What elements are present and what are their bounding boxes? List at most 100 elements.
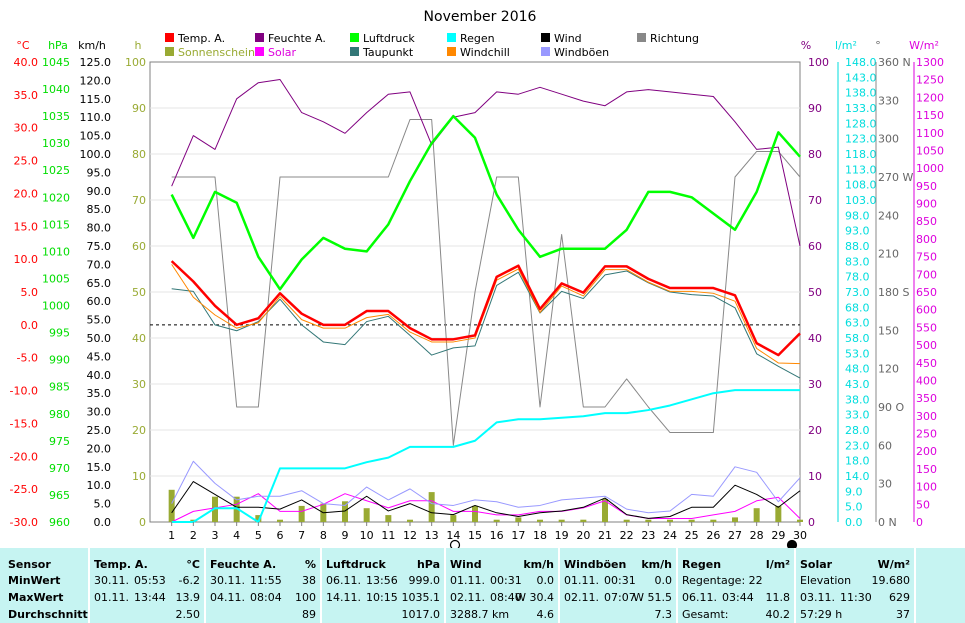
sunshine-bar-7	[298, 505, 305, 522]
tick-rain-26: 18.0	[845, 455, 870, 468]
sunshine-bar-29	[775, 505, 782, 522]
tick-direction-11: 30	[878, 478, 892, 491]
solar-title: Solar	[800, 558, 833, 571]
solar-duration: 57:29 h	[800, 608, 843, 621]
druck-min-time: 13:56	[366, 574, 398, 587]
x-label-20: 20	[576, 529, 590, 542]
feuchte-max-time: 08:04	[250, 591, 282, 604]
wind-min-value: 0.0	[536, 574, 555, 587]
boeen-avg-value: 7.3	[654, 608, 673, 621]
tick-humidity-1: 90	[808, 102, 822, 115]
tick-rain-2: 138.0	[845, 87, 877, 100]
tick-solar-20: 300	[916, 410, 937, 423]
series-lines	[170, 78, 801, 523]
tick-speed-11: 70.0	[87, 258, 112, 271]
wind-min-date: 01.11.	[450, 574, 485, 587]
weather-chart: November 2016 Temp. A.Sonnenschein Feucht…	[10, 9, 944, 548]
feuchte-unit: %	[304, 558, 316, 571]
tick-speed-16: 45.0	[87, 350, 112, 363]
temp-unit: °C	[186, 558, 200, 571]
sunshine-bar-27	[732, 517, 738, 522]
tick-rain-22: 38.0	[845, 393, 870, 406]
boeen-max-time: 07:07	[604, 591, 636, 604]
tick-speed-25: 0.0	[94, 516, 112, 529]
x-label-30: 30	[793, 529, 807, 542]
tick-solar-7: 950	[916, 180, 937, 193]
feuchte-max-value: 100	[295, 591, 316, 604]
boeen-min-value: 0.0	[654, 574, 673, 587]
tick-pressure-9: 1000	[42, 300, 70, 313]
chart-title: November 2016	[424, 9, 537, 25]
tick-rain-5: 123.0	[845, 133, 877, 146]
legend-label-10: Richtung	[650, 32, 699, 45]
tick-rain-11: 93.0	[845, 225, 870, 238]
x-label-25: 25	[685, 529, 699, 542]
x-label-26: 26	[706, 529, 720, 542]
tick-temp-0: 40.0	[14, 56, 39, 69]
boeen-title: Windböen	[564, 558, 627, 571]
tick-speed-10: 75.0	[87, 240, 112, 253]
legend-label-7: Windchill	[460, 46, 510, 59]
feuchte-avg-value: 89	[302, 608, 316, 621]
tick-temp-4: 20.0	[14, 187, 39, 200]
tick-rain-12: 88.0	[845, 240, 870, 253]
boeen-max-value: W 51.5	[633, 591, 672, 604]
boeen-min-date: 01.11.	[564, 574, 599, 587]
legend-swatch-3	[255, 47, 264, 56]
tick-rain-9: 103.0	[845, 194, 877, 207]
tick-pressure-0: 1045	[42, 56, 70, 69]
tick-sunshine-0: 100	[125, 56, 146, 69]
tick-solar-13: 650	[916, 286, 937, 299]
tick-rain-19: 53.0	[845, 347, 870, 360]
x-label-10: 10	[360, 529, 374, 542]
tick-solar-25: 50	[916, 498, 930, 511]
boeen-max-date: 02.11.	[564, 591, 599, 604]
legend-label-9: Windböen	[554, 46, 609, 59]
series-line-feuchte-a-	[171, 78, 801, 247]
tick-solar-4: 1100	[916, 127, 944, 140]
tick-direction-12: 0 N	[878, 516, 897, 529]
tick-temp-13: -25.0	[10, 483, 38, 496]
tick-temp-6: 10.0	[14, 253, 39, 266]
sunshine-bar-30	[797, 519, 803, 522]
tick-humidity-4: 60	[808, 240, 822, 253]
durchschnitt-label: Durchschnitt	[8, 608, 88, 621]
regen-max-date: 06.11.	[682, 591, 717, 604]
tick-rain-4: 128.0	[845, 117, 877, 130]
tick-solar-12: 700	[916, 268, 937, 281]
series-line-wind	[171, 481, 801, 519]
solar-max-time: 11:30	[840, 591, 872, 604]
x-label-14: 14	[446, 529, 460, 542]
wind-min-time: 00:31	[490, 574, 522, 587]
tick-solar-22: 200	[916, 445, 937, 458]
sunshine-bar-16	[493, 519, 500, 522]
tick-speed-4: 105.0	[80, 130, 112, 143]
legend-label-0: Temp. A.	[177, 32, 225, 45]
unit-temp: °C	[16, 39, 30, 52]
tick-solar-15: 550	[916, 321, 937, 334]
regen-total-value: 40.2	[765, 608, 791, 621]
sunshine-bar-20	[580, 519, 587, 522]
wind-max-time: 08:40	[490, 591, 522, 604]
tick-direction-1: 330	[878, 94, 899, 107]
tick-solar-21: 250	[916, 428, 937, 441]
sunshine-bar-23	[645, 519, 652, 522]
tick-solar-1: 1250	[916, 74, 944, 87]
tick-humidity-8: 20	[808, 424, 822, 437]
x-label-8: 8	[320, 529, 327, 542]
tick-pressure-10: 995	[49, 327, 70, 340]
tick-solar-6: 1000	[916, 162, 944, 175]
solar-unit: W/m²	[877, 558, 910, 571]
x-label-12: 12	[403, 529, 417, 542]
tick-solar-9: 850	[916, 215, 937, 228]
regen-rain-days: Regentage: 22	[682, 574, 763, 587]
tick-direction-5: 210	[878, 248, 899, 261]
tick-rain-23: 33.0	[845, 409, 870, 422]
legend-swatch-5	[350, 47, 359, 56]
legend-swatch-2	[255, 33, 264, 42]
wind-avg-value: 4.6	[536, 608, 555, 621]
tick-direction-6: 180 S	[878, 286, 909, 299]
sunshine-bar-9	[342, 501, 348, 522]
tick-humidity-5: 50	[808, 286, 822, 299]
tick-rain-16: 68.0	[845, 301, 870, 314]
